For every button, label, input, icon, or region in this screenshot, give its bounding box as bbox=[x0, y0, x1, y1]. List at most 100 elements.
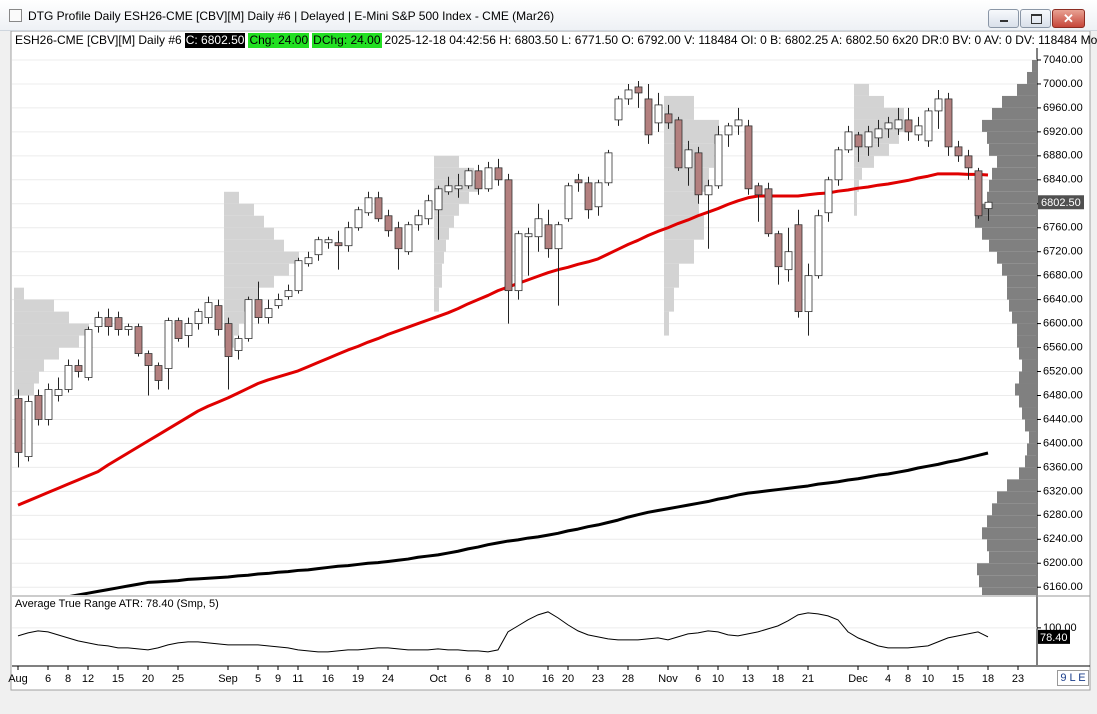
candle-body bbox=[104, 317, 113, 327]
candle-body bbox=[974, 170, 983, 217]
candle-body bbox=[244, 299, 253, 339]
x-tick-label: Sep bbox=[218, 673, 238, 685]
volume-profile-bar bbox=[14, 299, 54, 312]
x-tick-label: 15 bbox=[952, 673, 964, 685]
candle-body bbox=[364, 197, 373, 214]
volume-profile-bar bbox=[434, 275, 442, 288]
candle-body bbox=[124, 326, 133, 330]
candle-body bbox=[294, 260, 303, 292]
candle-body bbox=[644, 98, 653, 136]
volume-profile-bar bbox=[664, 287, 674, 312]
y-tick-label: 6520.00 bbox=[1043, 365, 1083, 377]
candle-body bbox=[534, 218, 543, 238]
composite-profile-bar bbox=[1002, 263, 1037, 276]
candle-body bbox=[444, 185, 453, 193]
candle-body bbox=[354, 209, 363, 229]
y-tick-label: 6960.00 bbox=[1043, 102, 1083, 114]
x-tick-label: 10 bbox=[502, 673, 514, 685]
composite-profile-bar bbox=[982, 203, 1037, 216]
volume-profile-bar bbox=[854, 83, 869, 96]
x-tick-label: 23 bbox=[1012, 673, 1024, 685]
volume-profile-bar bbox=[854, 167, 862, 180]
volume-profile-bar bbox=[14, 311, 69, 324]
candle-body bbox=[34, 395, 43, 420]
candle-body bbox=[494, 167, 503, 181]
axes: 6160.00 6200.00 6240.00 6280.00 6320.00 6360.… bbox=[8, 54, 1084, 685]
composite-profile-bar bbox=[989, 551, 1037, 564]
title-bar: DTG Profile Daily ESH26-CME [CBV][M] Dai… bbox=[0, 0, 1097, 31]
volume-profile-bar bbox=[854, 203, 857, 216]
y-tick-label: 7000.00 bbox=[1043, 78, 1083, 90]
candle-body bbox=[374, 197, 383, 220]
volume-profile-bar bbox=[434, 239, 446, 252]
x-tick-label: 13 bbox=[742, 673, 754, 685]
x-tick-label: 16 bbox=[322, 673, 334, 685]
candle-body bbox=[904, 119, 913, 133]
price-panel bbox=[12, 59, 1037, 595]
volume-profile-bar bbox=[434, 191, 469, 204]
candle-body bbox=[734, 119, 743, 127]
volume-profile-bar bbox=[854, 179, 859, 192]
volume-profile-bar bbox=[664, 239, 694, 264]
atr-value-box bbox=[1038, 629, 1070, 644]
candle-body bbox=[254, 299, 263, 319]
composite-profile-bar bbox=[1027, 71, 1037, 84]
candle-body bbox=[514, 233, 523, 292]
y-tick-label: 6880.00 bbox=[1043, 150, 1083, 162]
candle-body bbox=[884, 122, 893, 130]
x-tick-label: 12 bbox=[82, 673, 94, 685]
minimize-button[interactable] bbox=[988, 9, 1019, 28]
volume-profile-bar bbox=[224, 215, 264, 228]
candle-body bbox=[754, 185, 763, 196]
y-tick-label: 6440.00 bbox=[1043, 413, 1083, 425]
x-tick-label: 8 bbox=[905, 673, 911, 685]
composite-profile-bar bbox=[1027, 443, 1037, 456]
candle-body bbox=[184, 323, 193, 336]
x-tick-label: Dec bbox=[848, 673, 868, 685]
candle-body bbox=[774, 233, 783, 268]
volume-profile-bar bbox=[14, 383, 34, 396]
x-tick-label: 23 bbox=[592, 673, 604, 685]
x-tick-label: 28 bbox=[622, 673, 634, 685]
composite-profile-bar bbox=[982, 527, 1037, 540]
x-tick-label: Aug bbox=[8, 673, 28, 685]
composite-profile-bar bbox=[982, 119, 1037, 132]
composite-profile-bar bbox=[1022, 359, 1037, 372]
candle-body bbox=[874, 128, 883, 139]
candle-body bbox=[624, 89, 633, 100]
x-tick-label: 10 bbox=[922, 673, 934, 685]
candle-body bbox=[424, 200, 433, 220]
window-icon bbox=[9, 9, 22, 22]
x-tick-label: 6 bbox=[465, 673, 471, 685]
composite-profile-bar bbox=[1017, 335, 1037, 348]
y-tick-label: 6720.00 bbox=[1043, 246, 1083, 258]
x-tick-label: 11 bbox=[292, 673, 303, 685]
composite-profile-bar bbox=[987, 131, 1037, 144]
info-bar: ESH26-CME [CBV][M] Daily #6 C: 6802.50 C… bbox=[14, 32, 1097, 48]
candle-body bbox=[684, 149, 693, 169]
y-tick-label: 6560.00 bbox=[1043, 341, 1083, 353]
volume-profile-bar bbox=[664, 311, 669, 336]
volume-profile-bar bbox=[14, 287, 24, 300]
volume-profile-bar bbox=[434, 227, 449, 240]
maximize-button[interactable] bbox=[1020, 9, 1051, 28]
candle-body bbox=[54, 389, 63, 396]
composite-profile-bar bbox=[1019, 467, 1037, 480]
candle-body bbox=[154, 365, 163, 381]
candle-body bbox=[484, 167, 493, 190]
x-tick-label: 24 bbox=[382, 673, 394, 685]
volume-profile-bar bbox=[224, 239, 284, 252]
status-box[interactable]: 9 L E bbox=[1057, 670, 1089, 686]
volume-profile-bar bbox=[434, 251, 444, 264]
composite-profile-bar bbox=[1017, 323, 1037, 336]
candle-body bbox=[594, 182, 603, 208]
close-button[interactable]: ✕ bbox=[1052, 9, 1085, 28]
x-tick-label: 9 bbox=[275, 673, 281, 685]
composite-profile-bar bbox=[989, 239, 1037, 252]
composite-profile-bar bbox=[1009, 299, 1037, 312]
composite-profile-bar bbox=[1007, 287, 1037, 300]
composite-profile-bar bbox=[977, 563, 1037, 576]
info-close: C: 6802.50 bbox=[184, 32, 246, 48]
composite-profile-bar bbox=[1019, 395, 1037, 408]
